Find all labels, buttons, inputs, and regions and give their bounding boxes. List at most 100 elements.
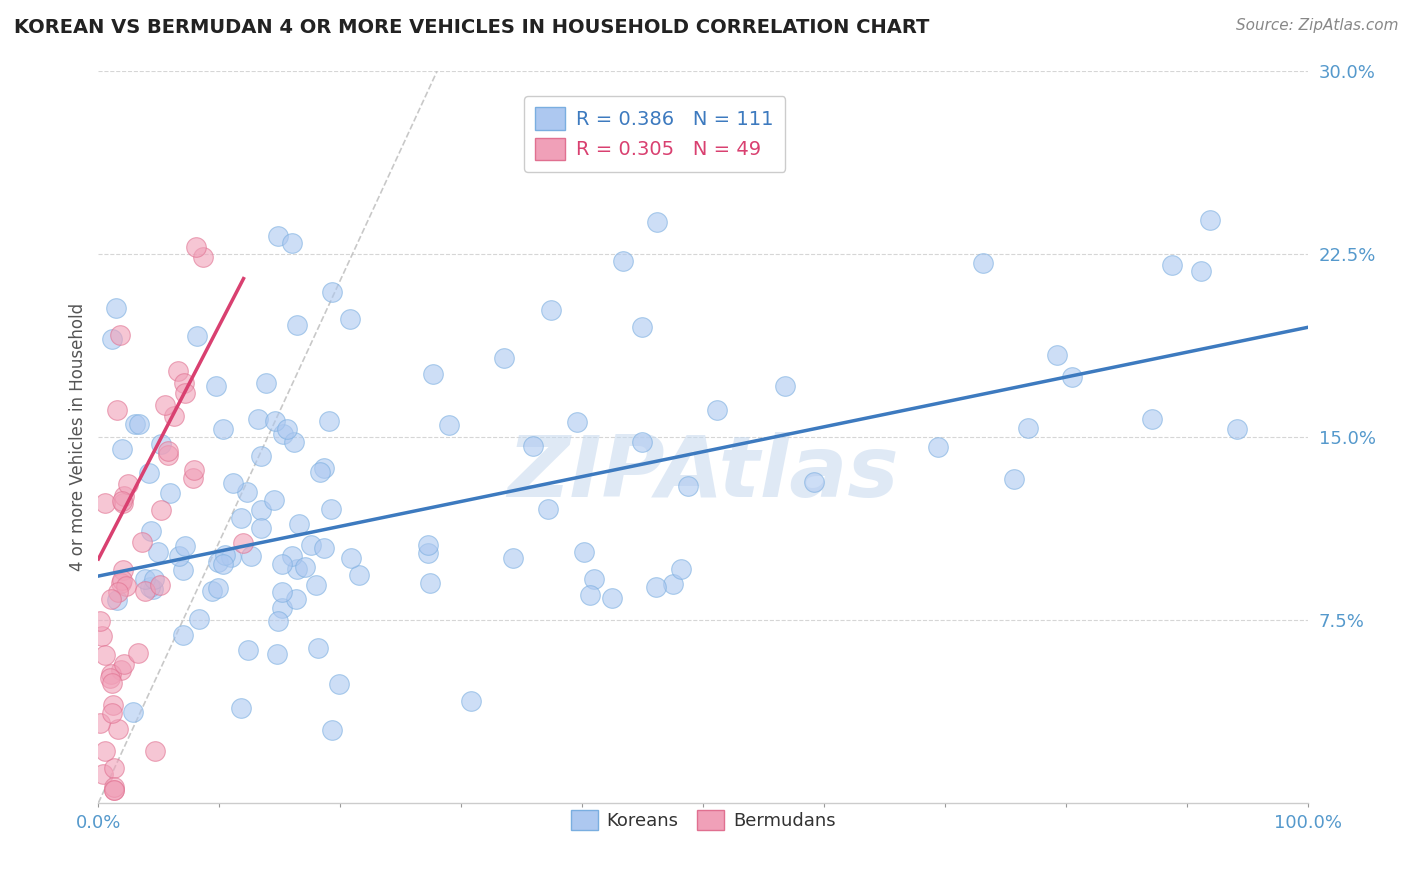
Point	[419, 576, 441, 591]
Point	[1017, 420, 1039, 434]
Point	[321, 501, 343, 516]
Point	[281, 549, 304, 564]
Point	[249, 503, 271, 517]
Point	[173, 376, 195, 391]
Point	[612, 254, 634, 268]
Point	[283, 434, 305, 449]
Point	[131, 535, 153, 549]
Point	[105, 592, 128, 607]
Point	[645, 580, 668, 594]
Point	[232, 536, 254, 550]
Point	[157, 444, 180, 458]
Point	[579, 588, 602, 602]
Point	[103, 761, 125, 775]
Point	[94, 648, 117, 663]
Point	[172, 628, 194, 642]
Point	[112, 489, 135, 503]
Point	[89, 614, 111, 628]
Point	[146, 545, 169, 559]
Point	[307, 641, 329, 656]
Point	[645, 215, 668, 229]
Point	[271, 601, 294, 615]
Point	[172, 563, 194, 577]
Point	[339, 312, 361, 326]
Point	[567, 415, 589, 429]
Y-axis label: 4 or more Vehicles in Household: 4 or more Vehicles in Household	[69, 303, 87, 571]
Point	[418, 546, 440, 560]
Point	[163, 409, 186, 423]
Point	[662, 577, 685, 591]
Point	[200, 584, 222, 599]
Point	[318, 414, 340, 428]
Point	[121, 705, 143, 719]
Point	[157, 449, 180, 463]
Point	[207, 581, 229, 595]
Point	[669, 562, 692, 576]
Point	[187, 612, 209, 626]
Point	[247, 411, 270, 425]
Point	[127, 646, 149, 660]
Point	[91, 767, 114, 781]
Point	[212, 422, 235, 436]
Point	[972, 256, 994, 270]
Point	[139, 580, 162, 594]
Point	[271, 584, 294, 599]
Point	[114, 579, 136, 593]
Point	[107, 722, 129, 736]
Point	[249, 521, 271, 535]
Point	[134, 572, 156, 586]
Point	[103, 782, 125, 797]
Point	[312, 460, 335, 475]
Point	[308, 466, 330, 480]
Point	[167, 364, 190, 378]
Point	[250, 449, 273, 463]
Point	[90, 629, 112, 643]
Point	[281, 236, 304, 251]
Point	[630, 320, 652, 334]
Point	[117, 477, 139, 491]
Point	[1140, 412, 1163, 426]
Point	[105, 301, 128, 315]
Point	[927, 440, 949, 454]
Point	[134, 584, 156, 599]
Point	[321, 723, 343, 737]
Point	[1226, 422, 1249, 436]
Point	[112, 657, 135, 672]
Point	[266, 647, 288, 661]
Point	[522, 439, 544, 453]
Point	[214, 548, 236, 562]
Point	[212, 558, 235, 572]
Point	[101, 675, 124, 690]
Point	[422, 367, 444, 381]
Point	[174, 386, 197, 401]
Point	[536, 502, 558, 516]
Point	[159, 485, 181, 500]
Point	[145, 743, 167, 757]
Point	[100, 591, 122, 606]
Point	[150, 503, 173, 517]
Point	[110, 575, 132, 590]
Point	[221, 475, 243, 490]
Point	[706, 403, 728, 417]
Text: KOREAN VS BERMUDAN 4 OR MORE VEHICLES IN HOUSEHOLD CORRELATION CHART: KOREAN VS BERMUDAN 4 OR MORE VEHICLES IN…	[14, 18, 929, 37]
Point	[111, 442, 134, 456]
Point	[305, 578, 328, 592]
Point	[285, 562, 308, 576]
Point	[124, 417, 146, 432]
Point	[418, 538, 440, 552]
Point	[287, 517, 309, 532]
Point	[167, 549, 190, 564]
Point	[267, 229, 290, 244]
Point	[271, 427, 294, 442]
Point	[93, 744, 115, 758]
Point	[181, 471, 204, 485]
Point	[1161, 258, 1184, 272]
Point	[103, 698, 125, 712]
Point	[631, 435, 654, 450]
Point	[149, 578, 172, 592]
Point	[254, 376, 277, 390]
Point	[111, 494, 134, 508]
Point	[183, 463, 205, 477]
Text: ZIPAtlas: ZIPAtlas	[508, 432, 898, 516]
Point	[89, 715, 111, 730]
